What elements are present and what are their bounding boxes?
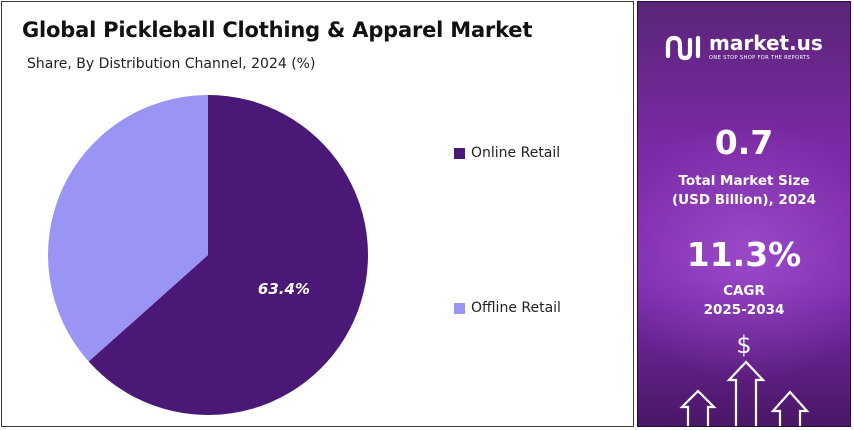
legend-swatch-online-retail: [454, 147, 465, 159]
brand: market.us ONE STOP SHOP FOR THE REPORTS: [664, 32, 823, 62]
cagr-label-line1: CAGR: [723, 283, 765, 299]
dollar-icon: $: [736, 331, 752, 359]
brand-tagline: ONE STOP SHOP FOR THE REPORTS: [709, 55, 811, 61]
brand-name: market.us: [709, 31, 823, 55]
legend-label-online-retail: Online Retail: [471, 145, 561, 161]
pie-chart: 63.4%: [48, 94, 368, 415]
cagr-value: 11.3%: [686, 235, 802, 274]
chart-panel: 63.4% Global Pickleball Clothing & Appar…: [1, 1, 634, 427]
arrow-up-center-icon: [726, 360, 766, 426]
market-size-label-line2: (USD Billion), 2024: [671, 192, 817, 208]
legend-item-offline-retail: Offline Retail: [454, 300, 561, 316]
market-us-logo-icon: [664, 32, 704, 62]
legend-item-online-retail: Online Retail: [454, 145, 560, 161]
pie-data-label-0: 63.4%: [258, 280, 310, 298]
chart-subtitle: Share, By Distribution Channel, 2024 (%): [27, 56, 316, 72]
legend-label-offline-retail: Offline Retail: [471, 300, 561, 316]
growth-arrows-graphic: [679, 360, 810, 426]
arrow-up-left-icon: [679, 389, 717, 426]
cagr-label-line2: 2025-2034: [703, 302, 785, 318]
market-summary-panel: market.us ONE STOP SHOP FOR THE REPORTS …: [637, 1, 851, 427]
arrow-up-right-icon: [770, 390, 810, 426]
background-glow: [638, 122, 850, 382]
pie-slice-offline-retail: [48, 94, 209, 362]
chart-title: Global Pickleball Clothing & Apparel Mar…: [22, 18, 533, 42]
pie-slice-online-retail: [88, 95, 368, 415]
market-size-label-line1: Total Market Size: [678, 173, 810, 189]
legend-swatch-offline-retail: [454, 302, 465, 314]
market-size-value: 0.7: [714, 123, 774, 162]
